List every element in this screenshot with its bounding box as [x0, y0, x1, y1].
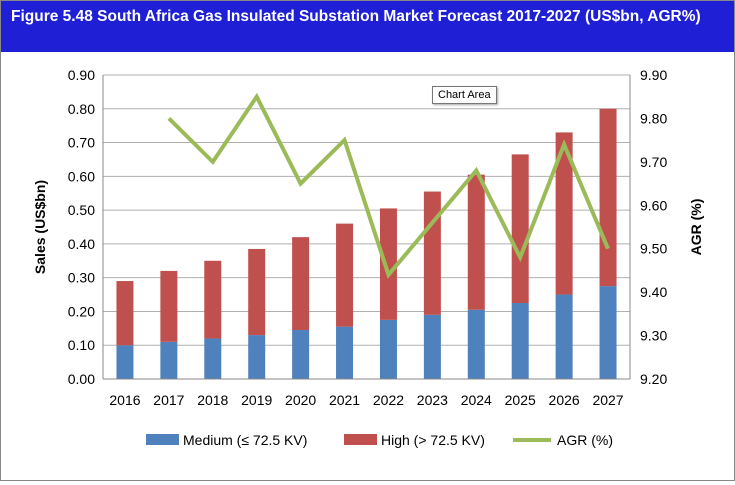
bar-medium: [511, 303, 529, 379]
bar-high: [555, 132, 573, 295]
y2-tick-label: 9.90: [640, 67, 667, 83]
bar-medium: [116, 345, 134, 379]
bar-high: [160, 270, 178, 342]
bar-medium: [248, 335, 266, 379]
chart-title: Figure 5.48 South Africa Gas Insulated S…: [11, 8, 701, 25]
x-tick-label: 2016: [109, 392, 140, 408]
x-tick-label: 2017: [153, 392, 184, 408]
y-tick-label: 0.50: [68, 202, 95, 218]
y2-tick-label: 9.40: [640, 284, 667, 300]
y-tick-label: 0.20: [68, 303, 95, 319]
legend-high-swatch: [344, 434, 377, 445]
legend-medium-label: Medium (≤ 72.5 KV): [183, 432, 307, 448]
y-tick-label: 0.80: [68, 101, 95, 117]
x-tick-label: 2021: [329, 392, 360, 408]
chart-area-tooltip: Chart Area: [432, 86, 497, 104]
y-tick-label: 0.40: [68, 236, 95, 252]
gridlines: [103, 74, 630, 380]
y-axis-title: Sales (US$bn): [32, 180, 48, 274]
axes: [102, 75, 631, 380]
y-tick-label: 0.60: [68, 168, 95, 184]
x-tick-label: 2020: [285, 392, 316, 408]
bar-high: [423, 191, 441, 315]
y-tick-label: 0.30: [68, 270, 95, 286]
x-tick-label: 2019: [241, 392, 272, 408]
bar-medium: [379, 319, 397, 379]
y-tick-label: 0.00: [68, 371, 95, 387]
bar-high: [292, 237, 310, 331]
x-tick-label: 2026: [549, 392, 580, 408]
y-tick-label: 0.70: [68, 135, 95, 151]
bar-medium: [599, 286, 617, 379]
bar-medium: [292, 330, 310, 379]
bar-medium: [204, 338, 222, 379]
legend-agr-label: AGR (%): [557, 432, 613, 448]
agr-line-group: [167, 92, 610, 279]
y2-tick-label: 9.50: [640, 241, 667, 257]
legend-high-label: High (> 72.5 KV): [381, 432, 485, 448]
x-tick-label: 2022: [373, 392, 404, 408]
y2-axis-title: AGR (%): [688, 199, 704, 256]
bar-high: [204, 260, 222, 339]
chart-area[interactable]: 0.00 0.10 0.20 0.30 0.40 0.50 0.60 0.70 0.80 0.90…: [1, 52, 734, 480]
bar-medium: [423, 314, 441, 379]
bar-high: [379, 208, 397, 320]
y2-tick-label: 9.60: [640, 197, 667, 213]
bar-high: [116, 281, 134, 346]
bar-medium: [467, 309, 485, 379]
bar-high: [511, 154, 529, 303]
x-tick-label: 2025: [505, 392, 536, 408]
chart-svg[interactable]: 0.00 0.10 0.20 0.30 0.40 0.50 0.60 0.70 0.80 0.90…: [1, 52, 734, 480]
bar-high: [248, 248, 266, 336]
x-tick-label: 2023: [417, 392, 448, 408]
bar-high: [599, 108, 617, 287]
y2-tick-label: 9.80: [640, 110, 667, 126]
y2-tick-label: 9.70: [640, 154, 667, 170]
y2-tick-label: 9.30: [640, 328, 667, 344]
bar-medium: [160, 341, 178, 379]
y2-tick-label: 9.20: [640, 371, 667, 387]
y-tick-label: 0.90: [68, 67, 95, 83]
legend-medium-swatch: [146, 434, 179, 445]
bar-high: [467, 174, 485, 310]
x-tick-label: 2024: [461, 392, 492, 408]
x-tick-label: 2027: [592, 392, 623, 408]
legend: Medium (≤ 72.5 KV) High (> 72.5 KV) AGR (%…: [146, 432, 613, 448]
bar-medium: [555, 294, 573, 379]
bars: [116, 108, 617, 379]
bar-medium: [336, 326, 354, 379]
tick-labels: 0.00 0.10 0.20 0.30 0.40 0.50 0.60 0.70 0.80 0.90…: [32, 67, 704, 408]
y-tick-label: 0.10: [68, 337, 95, 353]
agr-line: [167, 92, 610, 279]
x-tick-label: 2018: [197, 392, 228, 408]
bar-high: [336, 223, 354, 327]
title-bar: Figure 5.48 South Africa Gas Insulated S…: [1, 1, 734, 52]
